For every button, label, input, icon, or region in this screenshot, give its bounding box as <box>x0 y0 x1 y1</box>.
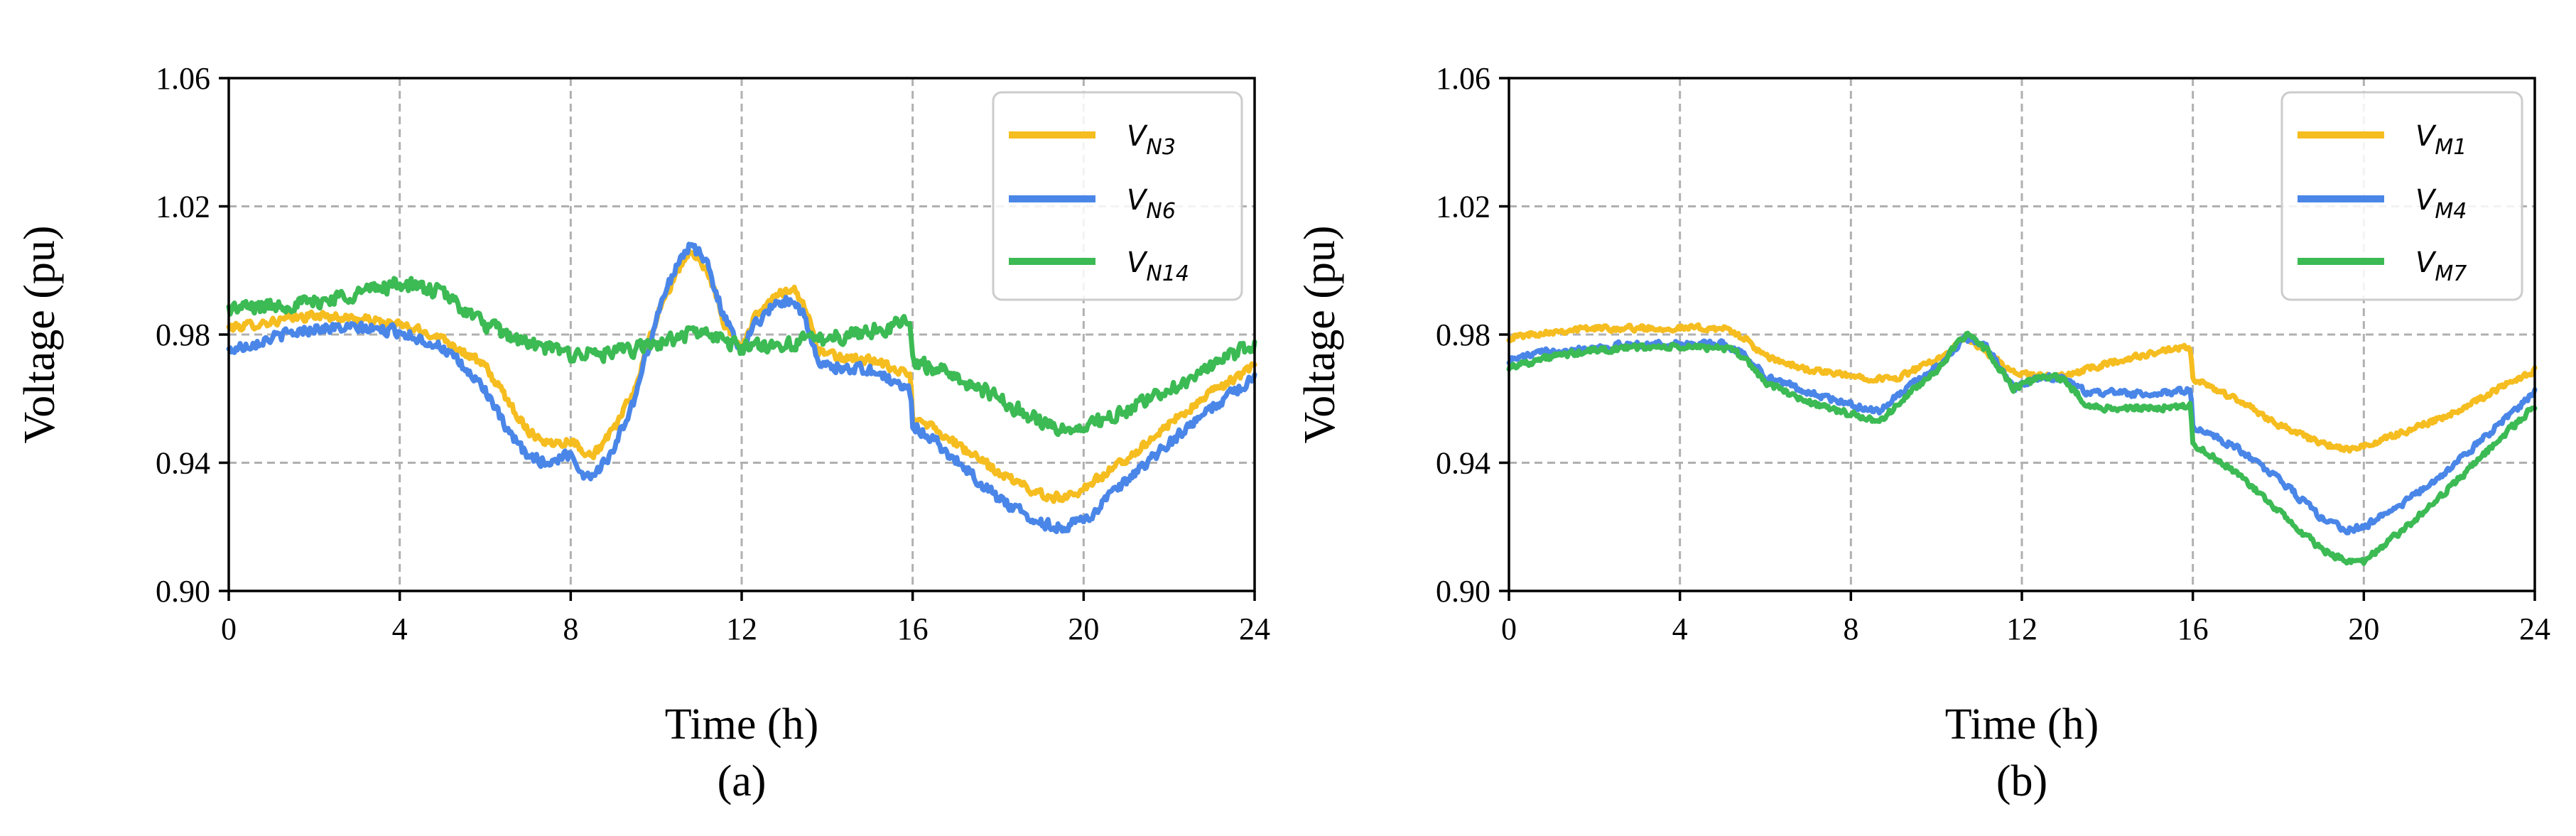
legend: VM1 VM4 VM7 <box>2280 91 2523 301</box>
panel-label: (b) <box>1996 757 2047 805</box>
legend: VN3 VN6 VN14 <box>992 91 1243 301</box>
chart-panel-a: 0 4 8 12 16 20 24 0.90 0.94 0.98 1.02 1.06 Time (h)… <box>16 61 1270 805</box>
legend-entry: VM1 <box>2415 120 2467 160</box>
x-tick-label: 4 <box>392 612 408 646</box>
legend-box <box>992 91 1243 301</box>
x-tick-label: 8 <box>1843 612 1858 646</box>
x-tick-label: 20 <box>2348 612 2379 646</box>
x-tick-label: 8 <box>563 612 578 646</box>
y-tick-label: 0.98 <box>1436 317 1490 352</box>
chart-panel-b: 0 4 8 12 16 20 24 0.90 0.94 0.98 1.02 1.06 Time (h)… <box>1296 61 2550 805</box>
series-line-n14 <box>226 276 1257 438</box>
x-tick-label: 20 <box>1068 612 1099 646</box>
x-tick-label: 24 <box>1239 612 1270 646</box>
x-tick-label: 12 <box>726 612 757 646</box>
y-tick-label: 1.06 <box>1436 61 1490 96</box>
legend-entry: VM7 <box>2415 246 2467 286</box>
panel-label: (a) <box>718 757 767 805</box>
y-tick-label: 1.02 <box>156 190 210 224</box>
series-line-m1 <box>1506 322 2538 454</box>
x-tick-label: 12 <box>2006 612 2037 646</box>
y-tick-label: 1.02 <box>1436 190 1490 224</box>
y-axis-title: Voltage (pu) <box>16 225 64 443</box>
legend-box <box>2280 91 2523 301</box>
series-lines <box>226 241 1257 534</box>
y-axis-title: Voltage (pu) <box>1296 225 1344 443</box>
x-tick-label: 0 <box>1501 612 1517 646</box>
x-tick-label: 16 <box>897 612 929 646</box>
y-tick-label: 1.06 <box>156 61 210 96</box>
series-lines <box>1506 322 2538 566</box>
y-tick-label: 0.94 <box>1436 446 1490 481</box>
y-tick-label: 0.90 <box>1436 574 1490 609</box>
legend-entry: VN3 <box>1127 120 1176 160</box>
y-tick-label: 0.94 <box>156 446 210 481</box>
legend-entry: VM4 <box>2415 184 2467 224</box>
x-tick-label: 0 <box>221 612 237 646</box>
x-tick-label: 24 <box>2519 612 2550 646</box>
x-tick-label: 4 <box>1672 612 1688 646</box>
grid-lines <box>1509 78 2535 591</box>
axis-ticks: 0 4 8 12 16 20 24 0.90 0.94 0.98 1.02 1.06 <box>156 61 1270 646</box>
axis-ticks: 0 4 8 12 16 20 24 0.90 0.94 0.98 1.02 1.06 <box>1436 61 2550 646</box>
x-tick-label: 16 <box>2177 612 2209 646</box>
legend-entry: VN6 <box>1127 184 1176 224</box>
legend-entry: VN14 <box>1127 246 1189 286</box>
x-axis-title: Time (h) <box>1945 700 2099 749</box>
y-tick-label: 0.98 <box>156 317 210 352</box>
x-axis-title: Time (h) <box>665 700 818 749</box>
series-line-m7 <box>1506 330 2538 566</box>
y-tick-label: 0.90 <box>156 574 210 609</box>
